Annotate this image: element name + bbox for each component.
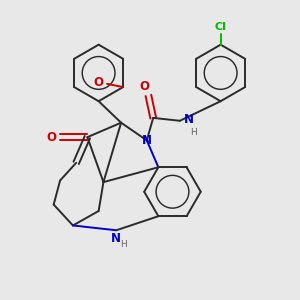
Text: N: N — [184, 113, 194, 126]
Text: O: O — [93, 76, 103, 89]
Text: N: N — [142, 134, 152, 147]
Text: H: H — [120, 240, 127, 249]
Text: O: O — [140, 80, 149, 93]
Text: H: H — [190, 128, 197, 137]
Text: Cl: Cl — [215, 22, 226, 32]
Text: N: N — [111, 232, 121, 245]
Text: O: O — [46, 131, 56, 144]
